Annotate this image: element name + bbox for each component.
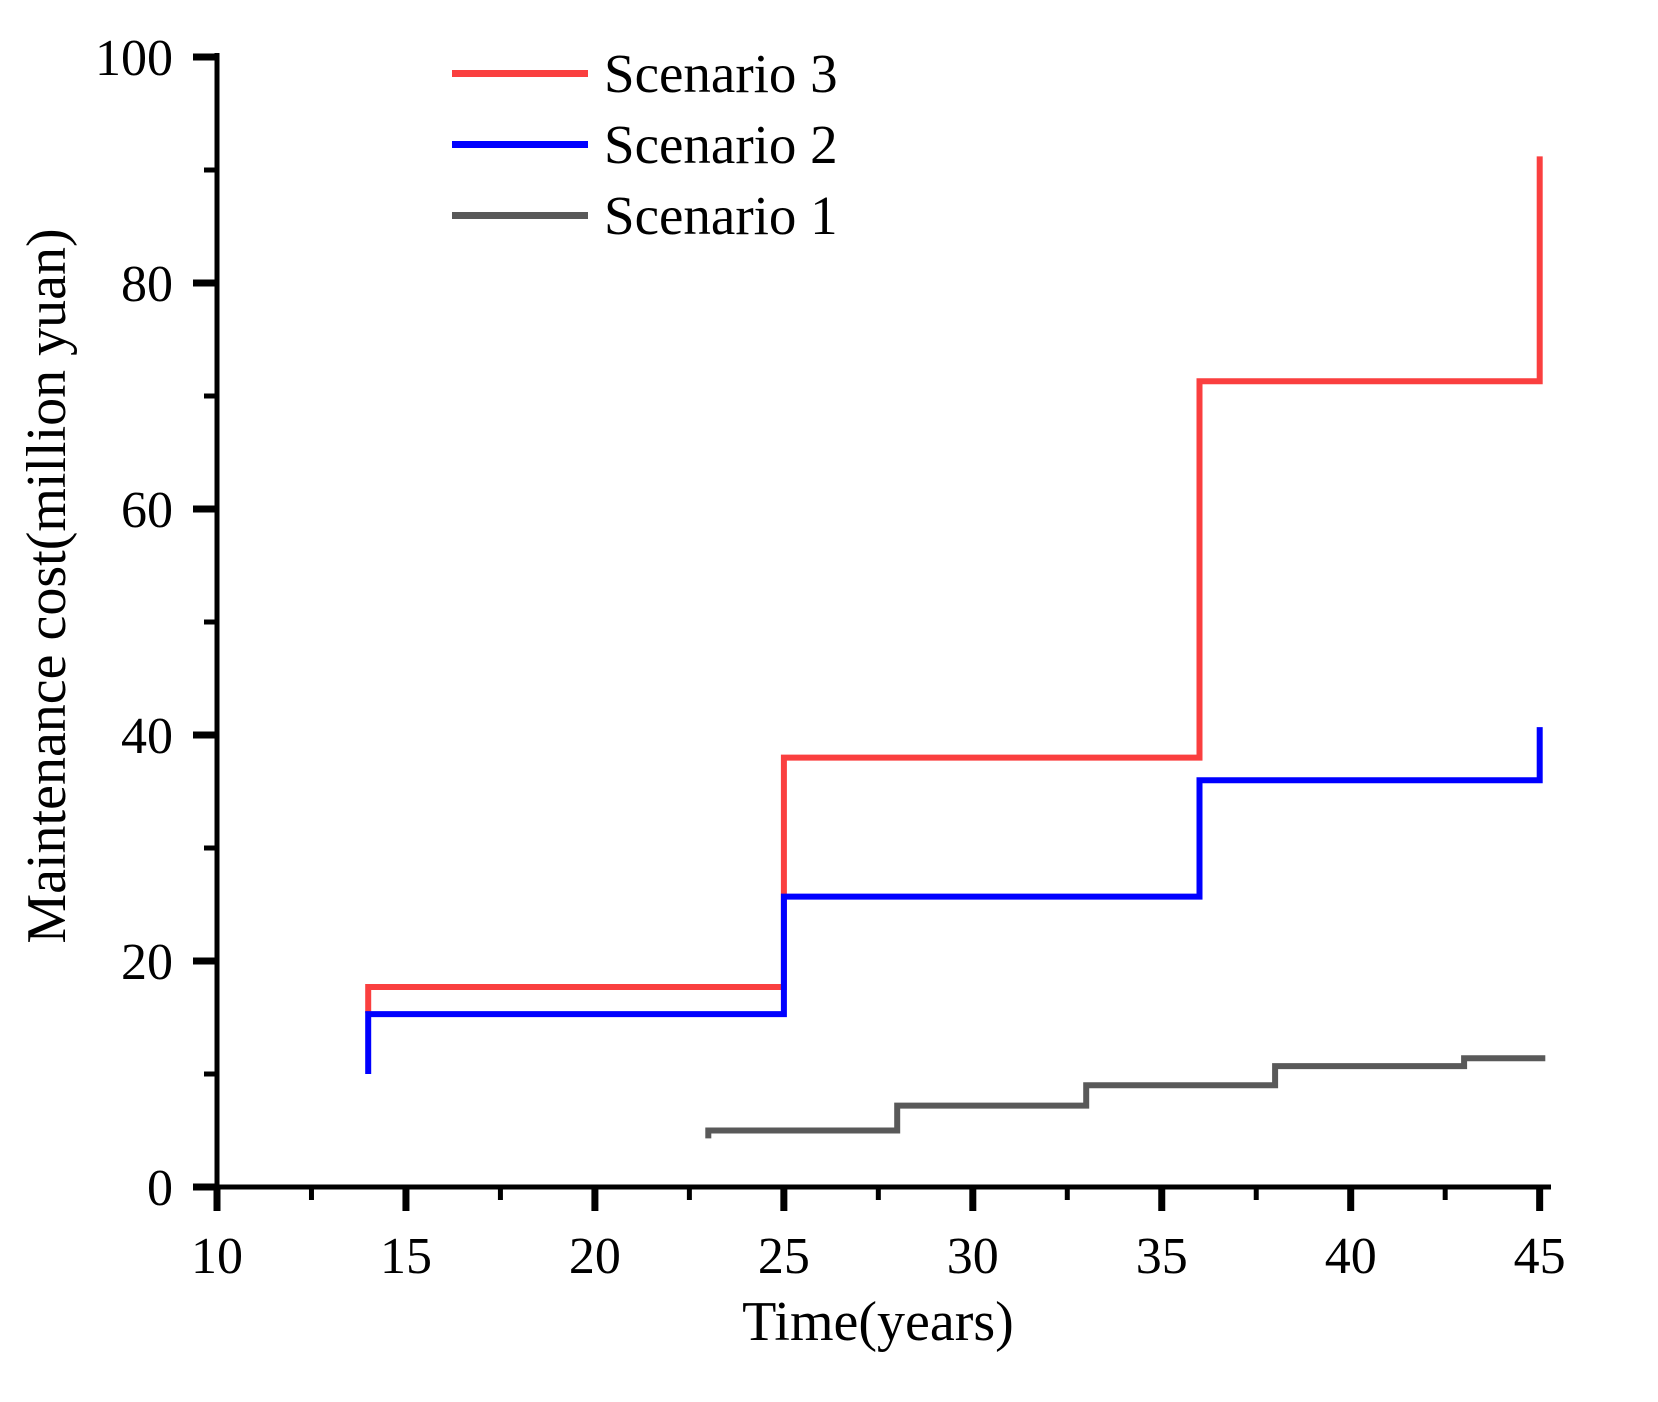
legend-label-scenario-2: Scenario 2: [604, 114, 838, 175]
x-tick-label: 15: [380, 1228, 432, 1285]
legend-label-scenario-3: Scenario 3: [604, 43, 838, 104]
x-tick-label: 35: [1136, 1228, 1188, 1285]
y-tick-label: 60: [121, 482, 173, 539]
y-tick-label: 40: [121, 708, 173, 765]
legend-item-scenario-1: Scenario 1: [452, 180, 838, 251]
x-tick-label: 20: [569, 1228, 621, 1285]
legend-item-scenario-2: Scenario 2: [452, 109, 838, 180]
y-tick-label: 100: [95, 30, 173, 87]
series-line-scenario-3: [365, 156, 1543, 1013]
legend-item-scenario-3: Scenario 3: [452, 38, 838, 109]
series-line-scenario-1: [705, 1055, 1546, 1139]
x-tick-label: 10: [191, 1228, 243, 1285]
x-tick-label: 40: [1325, 1228, 1377, 1285]
x-axis-title: Time(years): [742, 1291, 1014, 1353]
series-line-scenario-2: [365, 727, 1543, 1074]
y-axis-title: Maintenance cost(million yuan): [16, 228, 78, 944]
y-tick-label: 80: [121, 256, 173, 313]
legend-line-swatch-scenario-2: [452, 141, 588, 148]
y-tick-label: 20: [121, 934, 173, 991]
x-tick-label: 25: [758, 1228, 810, 1285]
legend-line-swatch-scenario-3: [452, 70, 588, 77]
x-tick-label: 45: [1514, 1228, 1566, 1285]
legend-label-scenario-1: Scenario 1: [604, 185, 838, 246]
y-tick-label: 0: [147, 1160, 173, 1217]
x-tick-label: 30: [947, 1228, 999, 1285]
legend: Scenario 3 Scenario 2 Scenario 1: [452, 38, 838, 251]
legend-line-swatch-scenario-1: [452, 212, 588, 219]
